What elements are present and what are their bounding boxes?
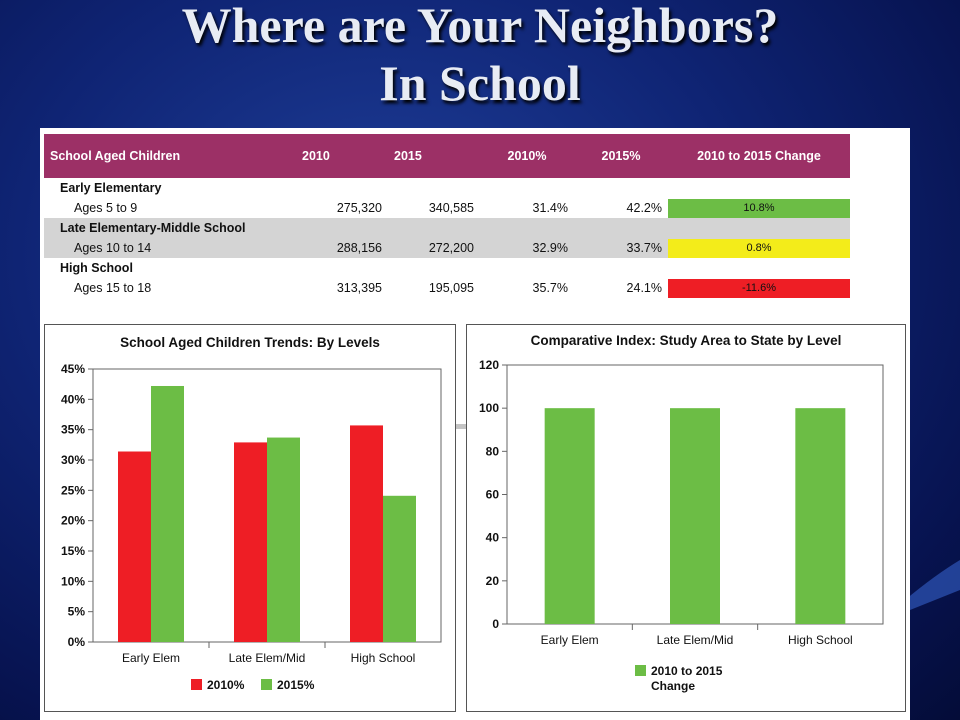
y-tick-label: 15% — [61, 544, 85, 558]
chart-title: Comparative Index: Study Area to State b… — [531, 333, 842, 348]
table-row: Ages 5 to 9 275,320 340,585 31.4% 42.2% … — [44, 198, 850, 218]
legend-swatch — [635, 665, 646, 676]
slide-title-line2: In School — [379, 55, 581, 111]
cell-2015: 340,585 — [388, 198, 480, 218]
table-row: Early Elementary — [44, 178, 850, 198]
index-chart: Comparative Index: Study Area to State b… — [479, 333, 884, 693]
y-tick-label: 40% — [61, 392, 85, 406]
header-2010: 2010 — [296, 134, 388, 178]
header-2015: 2015 — [388, 134, 480, 178]
cell-change: 10.8% — [668, 198, 850, 218]
group-sub: Ages 10 to 14 — [44, 238, 296, 258]
slide-title-line1: Where are Your Neighbors? — [181, 0, 779, 53]
index-chart-box: Comparative Index: Study Area to State b… — [466, 324, 906, 712]
y-tick-label: 35% — [61, 423, 85, 437]
cell-change: 0.8% — [668, 238, 850, 258]
legend-swatch — [191, 679, 202, 690]
group-sub: Ages 15 to 18 — [44, 278, 296, 298]
y-tick-label: 45% — [61, 362, 85, 376]
table-row: High School — [44, 258, 850, 278]
y-tick-label: 20% — [61, 514, 85, 528]
cell-2010-pct: 31.4% — [480, 198, 574, 218]
bar-2010- — [350, 425, 383, 642]
header-category: School Aged Children — [44, 134, 296, 178]
legend-label: 2015% — [277, 678, 315, 692]
y-tick-label: 60 — [486, 488, 500, 502]
cell-2010: 275,320 — [296, 198, 388, 218]
change-badge: 10.8% — [668, 198, 850, 218]
cell-change: -11.6% — [668, 278, 850, 298]
group-name: High School — [44, 258, 850, 278]
y-tick-label: 80 — [486, 444, 500, 458]
bar-2015- — [151, 385, 184, 642]
bar-2015- — [267, 437, 300, 642]
legend-label: 2010% — [207, 678, 245, 692]
x-tick-label: High School — [351, 651, 416, 665]
cell-2010: 288,156 — [296, 238, 388, 258]
change-badge: 0.8% — [668, 238, 850, 258]
x-tick-label: Late Elem/Mid — [229, 651, 306, 665]
bar-2010-to-2015-change — [670, 408, 720, 624]
legend-label: 2010 to 2015 Change — [651, 664, 723, 693]
y-tick-label: 120 — [479, 358, 499, 372]
x-tick-label: Late Elem/Mid — [657, 633, 734, 647]
x-tick-label: Early Elem — [122, 651, 180, 665]
y-tick-label: 30% — [61, 453, 85, 467]
x-tick-label: Early Elem — [541, 633, 599, 647]
x-tick-label: High School — [788, 633, 853, 647]
header-2015-pct: 2015% — [574, 134, 668, 178]
trends-chart-box: School Aged Children Trends: By Levels 0%… — [44, 324, 456, 712]
chart-title: School Aged Children Trends: By Levels — [120, 335, 380, 350]
bar-2010-to-2015-change — [544, 408, 595, 624]
cell-2010-pct: 32.9% — [480, 238, 574, 258]
y-tick-label: 0% — [68, 635, 86, 649]
legend-swatch — [261, 679, 272, 690]
cell-2015-pct: 24.1% — [574, 278, 668, 298]
y-tick-label: 25% — [61, 483, 85, 497]
group-name: Late Elementary-Middle School — [44, 218, 850, 238]
header-change: 2010 to 2015 Change — [668, 134, 850, 178]
school-children-table: School Aged Children 2010 2015 2010% 201… — [44, 134, 850, 298]
header-2010-pct: 2010% — [480, 134, 574, 178]
cell-2015-pct: 42.2% — [574, 198, 668, 218]
cell-2010: 313,395 — [296, 278, 388, 298]
bar-2010- — [234, 442, 267, 642]
cell-2015: 195,095 — [388, 278, 480, 298]
table-header-row: School Aged Children 2010 2015 2010% 201… — [44, 134, 850, 178]
bar-2010- — [118, 451, 151, 642]
y-tick-label: 40 — [486, 531, 500, 545]
content-panel: School Aged Children 2010 2015 2010% 201… — [40, 128, 910, 720]
slide-title: Where are Your Neighbors? In School — [0, 0, 960, 112]
table-row: Ages 15 to 18 313,395 195,095 35.7% 24.1… — [44, 278, 850, 298]
y-tick-label: 5% — [68, 605, 86, 619]
group-name: Early Elementary — [44, 178, 850, 198]
y-tick-label: 0 — [492, 617, 499, 631]
cell-2010-pct: 35.7% — [480, 278, 574, 298]
trends-chart: School Aged Children Trends: By Levels 0%… — [61, 335, 442, 692]
bar-2015- — [383, 495, 416, 642]
cell-2015-pct: 33.7% — [574, 238, 668, 258]
table-row: Late Elementary-Middle School — [44, 218, 850, 238]
cell-2015: 272,200 — [388, 238, 480, 258]
table-row: Ages 10 to 14 288,156 272,200 32.9% 33.7… — [44, 238, 850, 258]
y-tick-label: 100 — [479, 401, 499, 415]
change-badge: -11.6% — [668, 278, 850, 298]
y-tick-label: 10% — [61, 574, 85, 588]
group-sub: Ages 5 to 9 — [44, 198, 296, 218]
bar-2010-to-2015-change — [795, 408, 846, 624]
y-tick-label: 20 — [486, 574, 500, 588]
